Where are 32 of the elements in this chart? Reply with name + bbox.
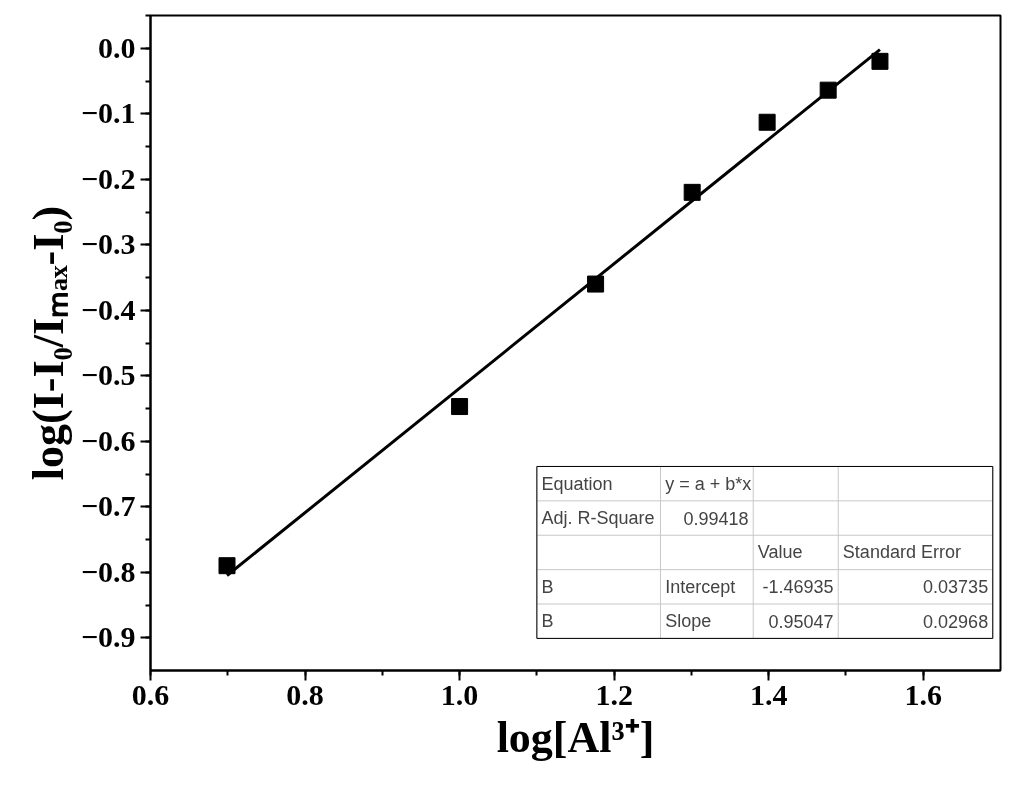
annotation: Intercept — [665, 576, 736, 597]
annotation: 0.02968 — [923, 611, 989, 632]
y-tick-label: −0.3 — [80, 227, 136, 261]
x-tick-label: 1.4 — [749, 677, 788, 711]
x-tick-label: 0.8 — [286, 677, 324, 711]
x-tick-label: 1.2 — [595, 677, 633, 711]
annotation: Standard Error — [842, 542, 961, 563]
annotation: 0.03735 — [923, 577, 989, 598]
y-tick-label: −0.1 — [80, 96, 136, 130]
annotation: B — [541, 576, 554, 597]
y-axis-title: log(I-I₀/Iₘₐₓ-I₀) — [23, 205, 73, 481]
y-tick-label: −0.2 — [80, 161, 136, 195]
y-tick-label: −0.4 — [80, 292, 136, 326]
y-tick-label: −0.9 — [80, 620, 136, 654]
x-tick-label: 0.6 — [131, 677, 170, 711]
x-tick-label: 1.6 — [904, 677, 942, 711]
y-tick-label: 0.0 — [98, 30, 136, 64]
annotation: Value — [757, 542, 803, 563]
y-tick-label: −0.8 — [80, 554, 136, 588]
annotation: 0.95047 — [768, 611, 834, 632]
y-tick-label: −0.6 — [80, 423, 136, 457]
y-tick-label: −0.7 — [80, 489, 136, 523]
annotation: Slope — [665, 611, 712, 632]
annotation: y = a + b*x — [665, 473, 752, 494]
annotation: -1.46935 — [762, 577, 834, 598]
y-tick-label: −0.5 — [80, 358, 136, 392]
annotation: Equation — [541, 473, 613, 494]
x-axis-title: log[Al³⁺] — [496, 712, 655, 762]
x-tick-label: 1.0 — [440, 677, 479, 711]
annotation: 0.99418 — [683, 508, 749, 529]
annotation: B — [541, 611, 554, 632]
annotation: Adj. R-Square — [541, 508, 655, 529]
